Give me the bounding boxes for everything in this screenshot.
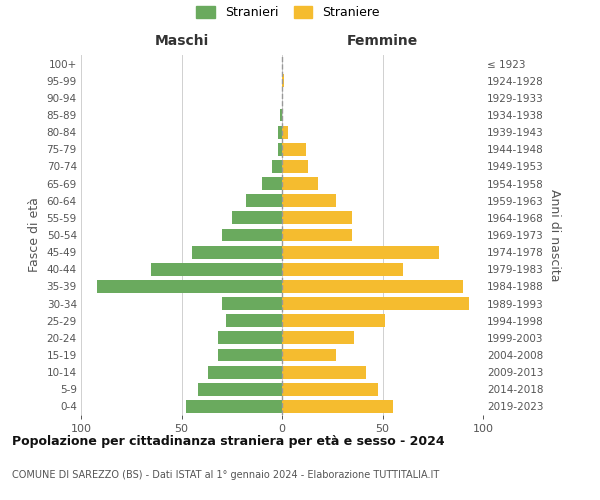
Bar (282, 177, 318, 190)
Bar (282, 366, 367, 378)
Bar (272, 160, 282, 173)
Bar (208, 366, 282, 378)
Bar (282, 280, 463, 293)
Bar (282, 400, 392, 413)
Bar (282, 194, 336, 207)
Bar (197, 383, 282, 396)
Bar (185, 400, 282, 413)
Bar (282, 314, 385, 327)
Bar (282, 263, 403, 276)
Bar (218, 332, 282, 344)
Bar (191, 246, 282, 258)
Bar (282, 246, 439, 258)
Bar (282, 126, 288, 138)
Bar (282, 143, 306, 156)
Bar (246, 194, 282, 207)
Bar (222, 297, 282, 310)
Bar (232, 212, 282, 224)
Bar (282, 212, 352, 224)
Bar (278, 126, 282, 138)
Bar (282, 348, 336, 362)
Y-axis label: Anni di nascita: Anni di nascita (548, 188, 560, 281)
Bar (280, 108, 282, 122)
Bar (282, 297, 469, 310)
Bar (282, 332, 355, 344)
Text: Maschi: Maschi (154, 34, 209, 48)
Text: Femmine: Femmine (347, 34, 418, 48)
Bar (282, 383, 379, 396)
Y-axis label: Fasce di età: Fasce di età (28, 198, 41, 272)
Bar (151, 263, 282, 276)
Text: Popolazione per cittadinanza straniera per età e sesso - 2024: Popolazione per cittadinanza straniera p… (12, 435, 445, 448)
Bar (282, 160, 308, 173)
Bar (282, 74, 284, 87)
Bar (222, 228, 282, 241)
Legend: Stranieri, Straniere: Stranieri, Straniere (196, 6, 380, 19)
Bar (226, 314, 282, 327)
Bar (278, 143, 282, 156)
Bar (97, 280, 282, 293)
Bar (218, 348, 282, 362)
Bar (262, 177, 282, 190)
Bar (282, 228, 352, 241)
Text: COMUNE DI SAREZZO (BS) - Dati ISTAT al 1° gennaio 2024 - Elaborazione TUTTITALIA: COMUNE DI SAREZZO (BS) - Dati ISTAT al 1… (12, 470, 439, 480)
